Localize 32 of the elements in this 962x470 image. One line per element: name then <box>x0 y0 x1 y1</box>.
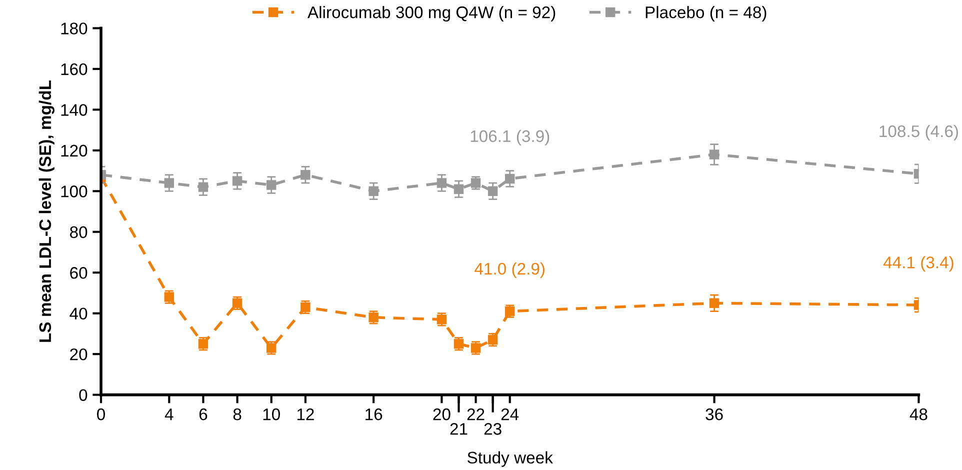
x-tick-label: 8 <box>233 408 242 420</box>
y-tick-label: 60 <box>70 267 88 279</box>
y-tick-label: 180 <box>61 22 88 34</box>
x-tick-label: 20 <box>433 408 450 420</box>
legend-label: Placebo (n = 48) <box>646 6 766 22</box>
y-tick-label: 120 <box>61 144 88 157</box>
y-tick-label: 0 <box>79 389 88 402</box>
y-tick-label: 40 <box>70 308 88 320</box>
data-label: 44.1 (3.4) <box>883 256 954 272</box>
legend-label: Alirocumab 300 mg Q4W (n = 92) <box>308 6 556 22</box>
y-tick-label: 140 <box>61 104 88 116</box>
y-tick-label: 160 <box>61 63 88 76</box>
x-tick-label: 48 <box>910 408 928 420</box>
data-label: 106.1 (3.9) <box>470 130 550 146</box>
y-axis-title: LS mean LDL-C level (SE), mg/dL <box>38 80 54 342</box>
x-tick-label: 36 <box>706 408 723 420</box>
x-tick-label: 6 <box>199 408 208 420</box>
text: 21 <box>450 423 468 435</box>
x-axis-title: Study week <box>468 451 553 467</box>
x-tick-label: 24 <box>501 408 519 420</box>
x-tick-label: 0 <box>97 408 105 420</box>
data-label: 108.5 (4.6) <box>880 124 958 140</box>
x-tick-label: 22 <box>467 408 484 420</box>
y-tick-label: 80 <box>70 226 88 238</box>
y-tick-label: 20 <box>70 348 88 360</box>
x-tick-label: 4 <box>164 408 174 420</box>
data-label: 41.0 (2.9) <box>474 262 544 278</box>
x-tick-label: 10 <box>263 408 280 420</box>
text: 23 <box>484 423 502 435</box>
x-tick-label: 16 <box>366 408 382 420</box>
x-tick-label: 12 <box>297 408 314 420</box>
y-tick-label: 100 <box>61 186 88 198</box>
